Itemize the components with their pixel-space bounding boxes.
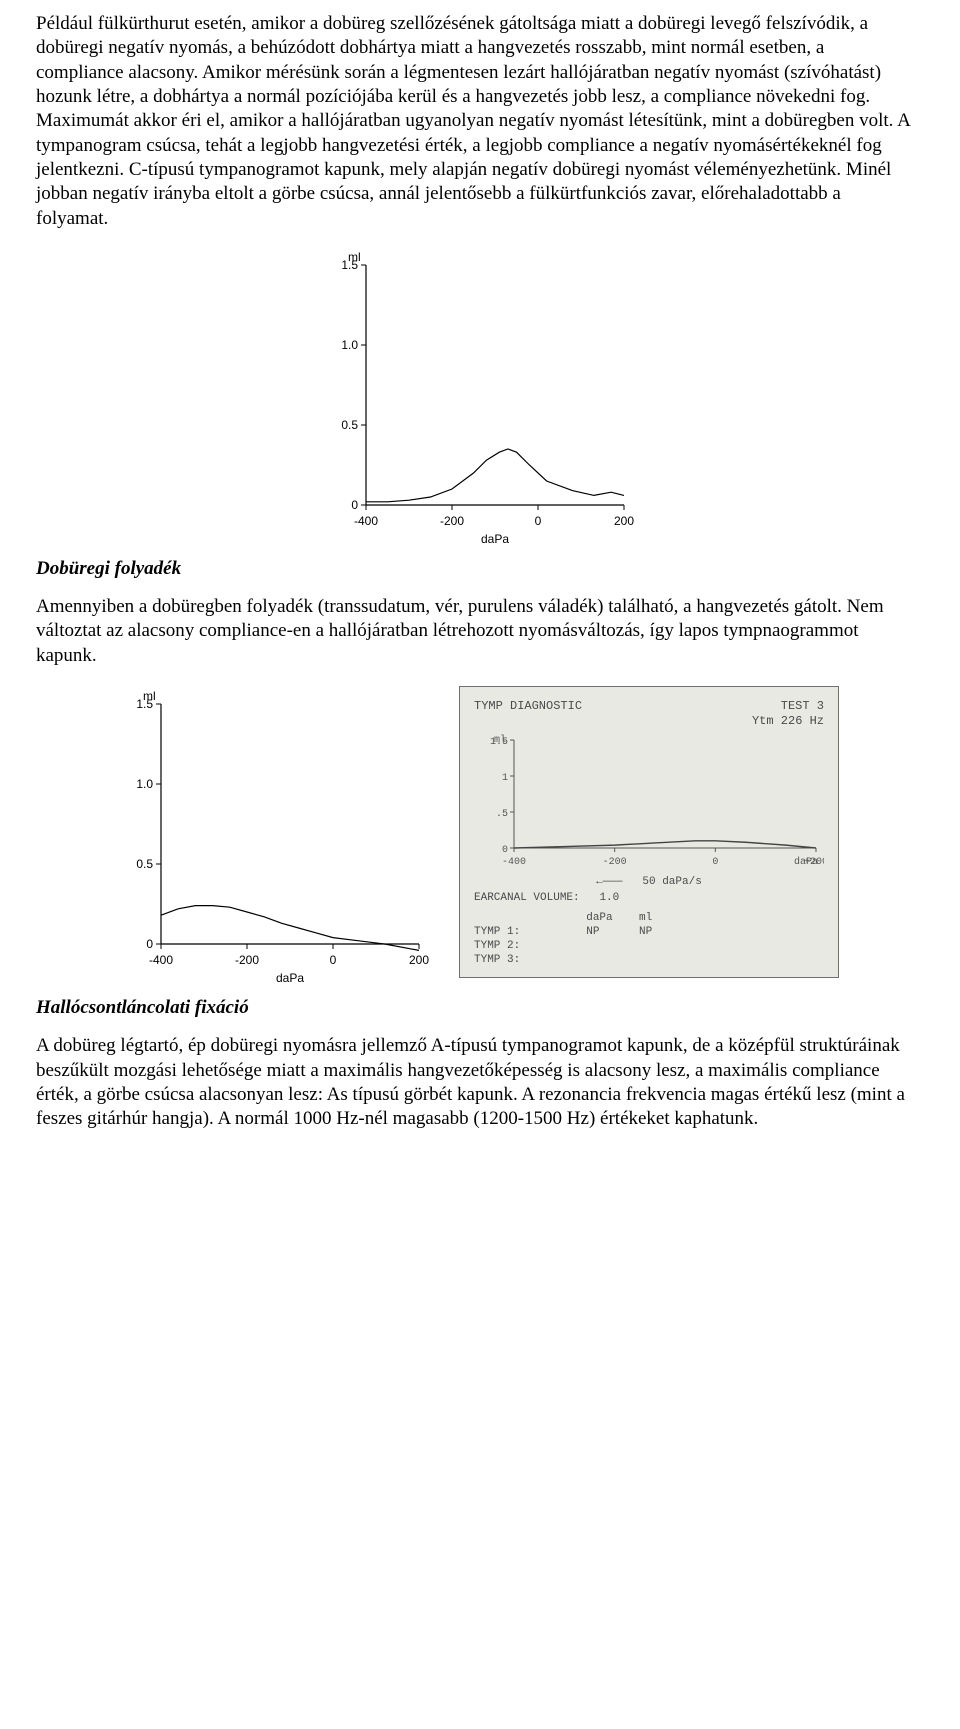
svg-text:0.5: 0.5 xyxy=(341,418,358,432)
svg-text:0.5: 0.5 xyxy=(136,857,153,871)
svg-text:1: 1 xyxy=(502,773,508,784)
svg-text:0: 0 xyxy=(330,953,337,967)
subheading-fluid: Dobüregi folyadék xyxy=(36,557,912,581)
scan-table: daPa mlTYMP 1: NP NPTYMP 2: TYMP 3: xyxy=(474,911,824,967)
svg-text:-400: -400 xyxy=(354,514,378,528)
chart1-container: 1.51.00.50-400-2000200mldaPa xyxy=(36,247,912,547)
subheading-fixation: Hallócsontláncolati fixáció xyxy=(36,996,912,1020)
tympanogram-c-type-chart: 1.51.00.50-400-2000200mldaPa xyxy=(314,247,634,547)
svg-text:1.0: 1.0 xyxy=(136,777,153,791)
svg-text:-200: -200 xyxy=(235,953,259,967)
scan-rate: 50 daPa/s xyxy=(642,876,701,888)
svg-text:daPa: daPa xyxy=(276,971,304,985)
svg-text:daPa: daPa xyxy=(794,856,818,868)
svg-text:-400: -400 xyxy=(502,857,526,868)
scan-earcanal-value: 1.0 xyxy=(599,892,619,904)
diagnostic-printout: TYMP DIAGNOSTIC TEST 3 Ytm 226 Hz 1.51.5… xyxy=(459,686,839,978)
svg-text:-400: -400 xyxy=(149,953,173,967)
svg-text:.5: .5 xyxy=(496,809,508,820)
scan-earcanal-label: EARCANAL VOLUME: xyxy=(474,892,580,904)
svg-text:200: 200 xyxy=(614,514,634,528)
chart-row: 1.51.00.50-400-2000200mldaPa TYMP DIAGNO… xyxy=(36,686,912,986)
paragraph-fluid: Amennyiben a dobüregben folyadék (transs… xyxy=(36,595,912,668)
scan-mini-chart: 1.51.50-400-2000+200mldaPa xyxy=(474,734,824,874)
svg-text:0: 0 xyxy=(712,857,718,868)
svg-text:200: 200 xyxy=(409,953,429,967)
svg-text:0: 0 xyxy=(146,937,153,951)
svg-text:daPa: daPa xyxy=(481,532,509,546)
svg-text:ml: ml xyxy=(143,689,156,703)
svg-text:ml: ml xyxy=(494,734,506,746)
svg-text:0: 0 xyxy=(535,514,542,528)
svg-text:1.0: 1.0 xyxy=(341,338,358,352)
svg-text:ml: ml xyxy=(348,250,361,264)
paragraph-intro: Például fülkürthurut esetén, amikor a do… xyxy=(36,12,912,231)
scan-arrow: ←——— xyxy=(596,876,622,888)
paragraph-fixation: A dobüreg légtartó, ép dobüregi nyomásra… xyxy=(36,1034,912,1131)
scan-title-left: TYMP DIAGNOSTIC xyxy=(474,699,582,730)
scan-ytm: Ytm 226 Hz xyxy=(752,714,824,728)
svg-text:-200: -200 xyxy=(603,857,627,868)
svg-text:-200: -200 xyxy=(440,514,464,528)
tympanogram-flat-chart: 1.51.00.50-400-2000200mldaPa xyxy=(109,686,429,986)
svg-text:0: 0 xyxy=(351,498,358,512)
svg-text:0: 0 xyxy=(502,845,508,856)
scan-test-number: TEST 3 xyxy=(781,699,824,713)
